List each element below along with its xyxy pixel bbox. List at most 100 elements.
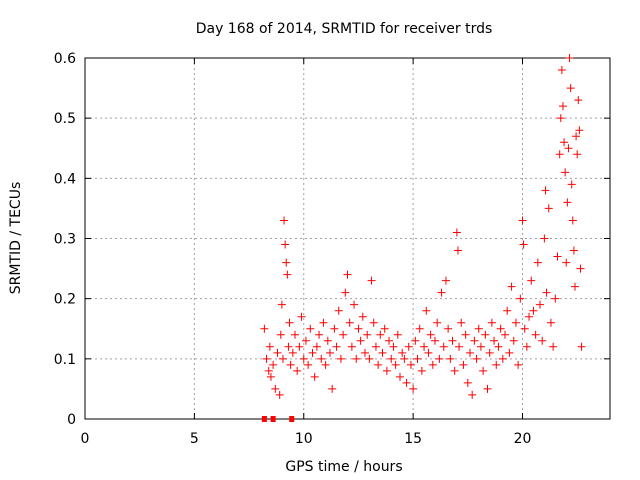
data-point: [422, 306, 431, 315]
data-series-srmtid: [260, 54, 586, 422]
data-point: [420, 342, 429, 351]
data-point: [516, 294, 525, 303]
data-point: [330, 324, 339, 333]
data-point: [336, 354, 345, 363]
data-point: [452, 228, 461, 237]
data-point: [487, 318, 496, 327]
data-point: [525, 312, 534, 321]
data-point: [494, 342, 503, 351]
data-point: [402, 378, 411, 387]
data-point: [522, 342, 531, 351]
data-point: [343, 270, 352, 279]
data-point: [549, 342, 558, 351]
data-point: [501, 330, 509, 339]
data-point: [426, 330, 435, 339]
data-point: [457, 318, 466, 327]
data-point: [273, 348, 282, 357]
data-point: [441, 276, 450, 285]
data-point: [365, 354, 374, 363]
data-point: [266, 372, 275, 381]
data-point: [262, 354, 271, 363]
data-point: [490, 336, 499, 345]
data-point: [260, 324, 269, 333]
data-point: [411, 336, 420, 345]
data-point: [492, 360, 501, 369]
data-point-zero: [270, 416, 276, 422]
data-point: [345, 318, 354, 327]
data-point: [282, 258, 291, 267]
data-point: [553, 252, 562, 261]
data-point: [555, 150, 564, 159]
y-tick-label: 0.4: [54, 171, 76, 187]
data-point: [435, 354, 444, 363]
data-point: [518, 216, 527, 225]
data-point: [574, 96, 583, 105]
data-point: [520, 324, 529, 333]
data-point: [533, 258, 542, 267]
data-point: [378, 348, 387, 357]
x-axis: 0 5 10 15 20: [81, 58, 531, 447]
data-point: [461, 330, 470, 339]
y-tick-label: 0.5: [54, 111, 76, 127]
data-point: [350, 300, 359, 309]
data-point: [551, 294, 560, 303]
data-point: [511, 318, 520, 327]
data-point: [568, 216, 577, 225]
data-point: [334, 306, 343, 315]
data-point: [527, 276, 536, 285]
data-point: [277, 300, 286, 309]
data-point: [575, 126, 584, 135]
data-point: [299, 354, 308, 363]
data-point: [531, 330, 540, 339]
y-tick-label: 0: [67, 412, 76, 428]
data-point: [576, 264, 585, 273]
data-point: [558, 102, 567, 111]
data-point: [563, 198, 572, 207]
data-point: [369, 318, 378, 327]
data-point: [339, 330, 348, 339]
data-point-zero: [289, 416, 295, 422]
data-point: [269, 360, 278, 369]
data-point: [389, 342, 398, 351]
data-point: [577, 342, 586, 351]
data-point: [371, 342, 380, 351]
x-tick-label: 0: [81, 431, 90, 447]
data-point: [536, 300, 544, 309]
x-axis-label: GPS time / hours: [285, 459, 402, 475]
data-point: [374, 360, 383, 369]
data-point: [376, 330, 385, 339]
data-point: [514, 360, 523, 369]
data-point: [380, 324, 389, 333]
data-point: [453, 246, 462, 255]
data-point: [567, 180, 576, 189]
data-point: [437, 288, 446, 297]
data-point: [544, 204, 553, 213]
data-point: [565, 54, 574, 62]
data-point: [265, 342, 274, 351]
data-point: [519, 240, 528, 249]
data-point: [280, 216, 289, 225]
data-point: [284, 342, 293, 351]
data-point: [569, 246, 578, 255]
data-point: [323, 336, 332, 345]
y-tick-label: 0.6: [54, 51, 76, 67]
data-point: [459, 360, 468, 369]
data-point: [483, 384, 492, 393]
data-point: [540, 234, 549, 243]
data-point: [479, 366, 488, 375]
y-axis: 0 0.1 0.2 0.3 0.4 0.5 0.6: [54, 51, 610, 428]
data-point: [304, 360, 313, 369]
data-point: [358, 312, 367, 321]
data-point: [424, 348, 433, 357]
data-point: [439, 342, 448, 351]
data-point: [319, 318, 328, 327]
data-point: [317, 354, 326, 363]
data-point: [276, 330, 285, 339]
data-point: [556, 114, 565, 123]
data-point: [572, 132, 581, 141]
data-point: [288, 348, 297, 357]
data-point: [509, 336, 518, 345]
data-point: [271, 384, 280, 393]
data-point: [312, 342, 321, 351]
